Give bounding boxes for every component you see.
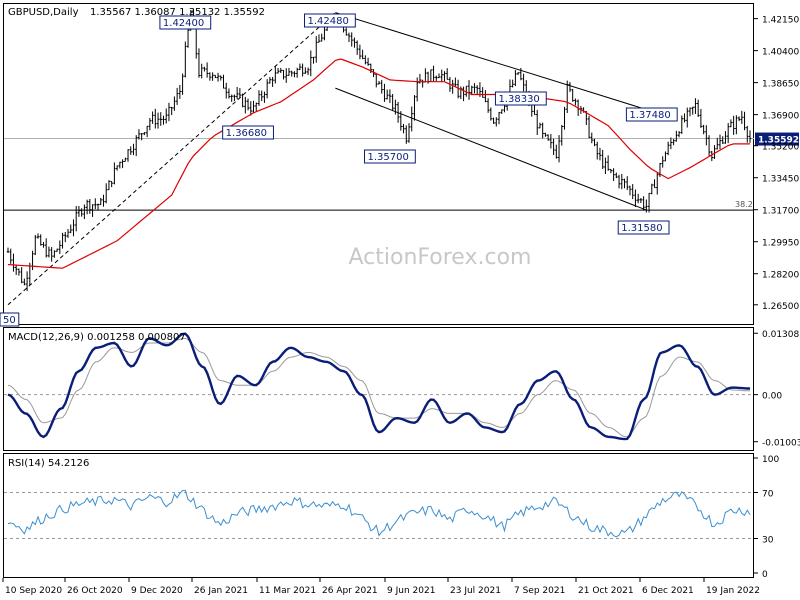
- price-annotation-box: [0, 312, 20, 327]
- price-annotation-label: 1.36680: [226, 128, 267, 139]
- price-annotation-label: 1.38330: [498, 94, 539, 105]
- price-tick-label: 1.26500: [762, 302, 799, 312]
- price-annotation-box: [617, 220, 670, 235]
- price-annotation-box: [222, 125, 274, 140]
- rsi-tick-label: 0: [762, 570, 768, 580]
- price-panel-frame: [3, 3, 754, 325]
- watermark: ActionForex.com: [349, 245, 532, 270]
- price-tick-label: 1.35200: [762, 143, 799, 153]
- macd-tick-label: 0.00: [762, 392, 782, 402]
- price-annotation-box: [625, 107, 678, 122]
- rsi-axis-ticks: 100 70 30 0: [754, 455, 779, 580]
- symbol-label: GBPUSD,Daily: [8, 7, 79, 18]
- x-tick-label: 9 Dec 2020: [131, 586, 183, 596]
- price-tick-label: 1.38650: [762, 80, 799, 90]
- rsi-line: [7, 489, 751, 538]
- price-tick-label: 1.33450: [762, 175, 799, 185]
- x-tick-label: 7 Sep 2021: [514, 586, 565, 596]
- channel-trendlines: [7, 12, 663, 306]
- x-tick-label: 11 Mar 2021: [259, 586, 316, 596]
- x-tick-label: 9 Jun 2021: [387, 586, 435, 596]
- ema-line: [7, 58, 750, 269]
- fib-label: 38.2: [735, 200, 753, 209]
- rsi-tick-label: 100: [762, 455, 779, 465]
- x-tick-label: 10 Sep 2020: [5, 586, 62, 596]
- macd-tick-label: -0.01003: [762, 439, 800, 449]
- price-annotation-box: [303, 13, 356, 28]
- rsi-reference-lines: [4, 492, 754, 539]
- price-annotation-label: 1.31580: [621, 223, 662, 234]
- price-annotation-box: [364, 149, 416, 164]
- x-tick-label: 26 Jan 2021: [194, 586, 248, 596]
- price-annotations: 1.42400 1.42480 1.36680 1.35700 1.38330 1.374…: [0, 13, 799, 327]
- price-tick-label: 1.28200: [762, 271, 799, 281]
- x-tick-label: 21 Oct 2021: [578, 586, 634, 596]
- price-tick-label: 1.29950: [762, 239, 799, 249]
- price-annotation-box: [494, 91, 547, 106]
- x-tick-label: 6 Dec 2021: [642, 586, 694, 596]
- price-annotation-box: [159, 15, 212, 30]
- price-tick-label: 1.42150: [762, 16, 799, 26]
- price-tick-label: 1.31700: [762, 207, 799, 217]
- x-tick-label: 19 Jan 2022: [706, 586, 760, 596]
- price-candles: [6, 8, 752, 292]
- trendline: [335, 87, 647, 211]
- macd-signal-line: [7, 337, 751, 438]
- current-price-label: 1.35592: [758, 136, 799, 146]
- x-tick-label: 26 Oct 2020: [67, 586, 123, 596]
- price-annotation-label: 1.35700: [368, 152, 409, 163]
- current-price-tag: [755, 132, 799, 146]
- price-annotation-label: 50: [3, 315, 16, 326]
- rsi-panel-frame: [3, 453, 754, 578]
- price-gridlines: 38.2: [4, 138, 754, 211]
- price-tick-label: 1.36900: [762, 112, 799, 122]
- macd-main-line: [7, 332, 750, 441]
- price-annotation-label: 1.42400: [163, 18, 204, 29]
- price-tick-label: 1.40400: [762, 48, 799, 58]
- x-tick-label: 23 Jul 2021: [450, 586, 501, 596]
- macd-title: MACD(12,26,9) 0.001258 0.000807: [8, 332, 186, 343]
- time-axis-ticks: 10 Sep 2020 26 Oct 2020 9 Dec 2020 26 Jan 2…: [2, 578, 760, 596]
- x-tick-label: 26 Apr 2021: [322, 586, 378, 596]
- price-annotation-label: 1.42480: [307, 16, 348, 27]
- rsi-tick-label: 30: [762, 536, 774, 546]
- macd-tick-label: 0.013083: [762, 330, 800, 340]
- price-axis-ticks: 1.42150 1.40400 1.38650 1.36900 1.35200 1.334…: [754, 16, 799, 312]
- macd-panel-frame: [3, 327, 754, 451]
- price-annotation-label: 1.37480: [629, 110, 670, 121]
- trendline: [7, 12, 336, 306]
- rsi-tick-label: 70: [762, 490, 774, 500]
- trendline: [335, 12, 663, 116]
- macd-axis-ticks: 0.013083 0.00 -0.01003: [754, 330, 800, 449]
- ohlc-label: 1.35567 1.36087 1.35132 1.35592: [90, 7, 265, 18]
- rsi-title: RSI(14) 54.2126: [8, 458, 89, 469]
